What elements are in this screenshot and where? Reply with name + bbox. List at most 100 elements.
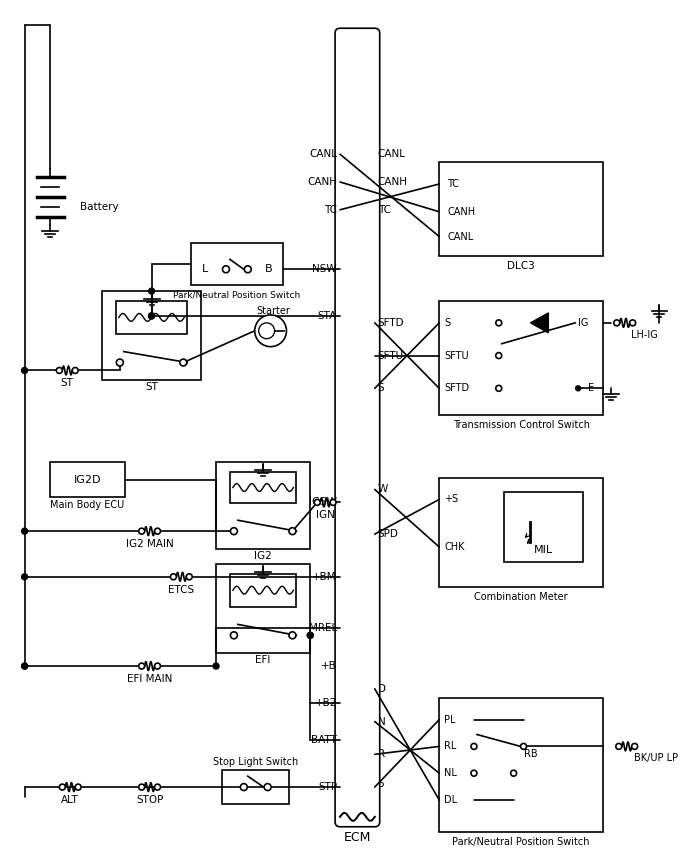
Text: PL: PL <box>444 715 455 725</box>
Circle shape <box>259 323 275 339</box>
Bar <box>440 162 603 256</box>
Text: STP: STP <box>318 782 337 792</box>
Bar <box>191 244 282 286</box>
Circle shape <box>511 770 517 776</box>
Circle shape <box>496 320 502 326</box>
Text: STA: STA <box>318 311 337 321</box>
Circle shape <box>213 663 219 669</box>
Circle shape <box>21 368 28 374</box>
Circle shape <box>21 528 28 534</box>
Text: STOP: STOP <box>136 795 164 805</box>
Text: ECM: ECM <box>344 831 371 844</box>
Bar <box>102 291 201 380</box>
Text: ETCS: ETCS <box>168 585 195 595</box>
Text: Park/Neutral Position Switch: Park/Neutral Position Switch <box>453 837 590 846</box>
Text: NSW: NSW <box>313 264 337 274</box>
Text: CANH: CANH <box>307 177 337 187</box>
Text: CANL: CANL <box>309 150 337 159</box>
Bar <box>116 301 187 333</box>
Text: SPD: SPD <box>377 529 399 540</box>
Circle shape <box>255 315 286 346</box>
Circle shape <box>230 528 237 534</box>
Circle shape <box>57 368 62 374</box>
Text: +BM: +BM <box>313 572 337 581</box>
Circle shape <box>21 663 28 669</box>
Circle shape <box>631 744 638 749</box>
Text: P: P <box>377 782 384 792</box>
Bar <box>440 301 603 415</box>
Text: IG2D: IG2D <box>74 475 101 485</box>
Bar <box>50 462 125 498</box>
Text: IGN: IGN <box>316 510 335 521</box>
Text: SFTD: SFTD <box>444 383 469 393</box>
Circle shape <box>75 784 81 790</box>
Circle shape <box>289 632 296 639</box>
Bar <box>222 770 289 804</box>
Text: CHK: CHK <box>444 542 464 552</box>
Text: M: M <box>262 326 271 336</box>
Circle shape <box>471 770 477 776</box>
Text: +B2: +B2 <box>315 698 337 708</box>
Text: RL: RL <box>444 741 457 752</box>
Circle shape <box>330 499 336 505</box>
Circle shape <box>139 663 145 669</box>
Circle shape <box>155 663 161 669</box>
Circle shape <box>72 368 78 374</box>
Bar <box>504 492 583 562</box>
Circle shape <box>186 574 193 580</box>
Text: L: L <box>202 264 208 274</box>
Text: +B: +B <box>322 661 337 671</box>
Circle shape <box>222 266 230 273</box>
Text: ST: ST <box>145 382 158 392</box>
Text: SFTU: SFTU <box>444 351 469 361</box>
Bar <box>216 564 310 653</box>
Text: CANH: CANH <box>377 177 408 187</box>
Text: S: S <box>444 318 451 327</box>
Text: Combination Meter: Combination Meter <box>474 592 568 602</box>
Circle shape <box>21 574 28 580</box>
Bar <box>216 462 310 549</box>
Bar <box>230 574 297 606</box>
Text: CANH: CANH <box>447 207 475 217</box>
Text: TC: TC <box>447 179 459 189</box>
Circle shape <box>244 266 251 273</box>
Circle shape <box>264 784 271 791</box>
Text: SFTU: SFTU <box>377 351 404 361</box>
Text: IG2 MAIN: IG2 MAIN <box>126 539 173 549</box>
Circle shape <box>59 784 66 790</box>
Text: LH-IG: LH-IG <box>631 330 658 339</box>
Circle shape <box>21 663 28 669</box>
Circle shape <box>520 744 526 749</box>
Circle shape <box>496 386 502 392</box>
Text: NL: NL <box>444 768 457 778</box>
Circle shape <box>314 499 320 505</box>
Text: DLC3: DLC3 <box>507 262 535 271</box>
Text: +S: +S <box>444 494 458 504</box>
Text: EFI MAIN: EFI MAIN <box>127 674 172 684</box>
Bar <box>440 478 603 587</box>
Text: EFI: EFI <box>255 655 271 665</box>
Circle shape <box>148 288 155 294</box>
Circle shape <box>155 528 161 534</box>
Circle shape <box>139 784 145 790</box>
Circle shape <box>230 632 237 639</box>
Polygon shape <box>531 313 549 333</box>
Circle shape <box>307 633 313 639</box>
Text: N: N <box>377 716 386 727</box>
Circle shape <box>240 784 247 791</box>
Circle shape <box>148 313 155 319</box>
Text: D: D <box>377 684 386 694</box>
Text: Main Body ECU: Main Body ECU <box>50 500 125 510</box>
Text: MREL: MREL <box>309 623 337 634</box>
Circle shape <box>471 744 477 749</box>
Text: MIL: MIL <box>534 545 553 555</box>
Circle shape <box>307 633 313 639</box>
Text: ST: ST <box>61 379 74 388</box>
Text: B: B <box>265 264 273 274</box>
Bar <box>230 472 297 504</box>
Text: TC: TC <box>324 204 337 215</box>
Circle shape <box>630 320 635 326</box>
Text: IG: IG <box>578 318 589 327</box>
Text: Starter: Starter <box>257 306 290 316</box>
Text: DL: DL <box>444 795 457 805</box>
